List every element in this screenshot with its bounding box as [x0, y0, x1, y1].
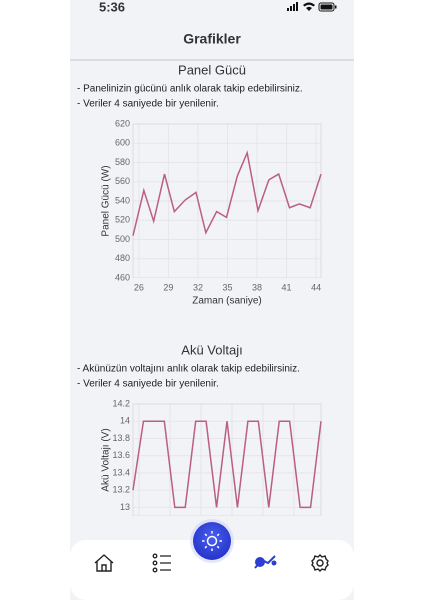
y-tick-label: 14.2	[112, 398, 130, 408]
y-tick-label: 13.4	[112, 467, 130, 477]
y-tick-label: 14	[120, 416, 130, 426]
status-icons	[287, 2, 337, 12]
nav-bar	[70, 540, 354, 600]
nav-list[interactable]	[152, 553, 171, 573]
chart-title: Panel Gücü	[178, 62, 246, 77]
chart: Akü Voltajı - Akünüzün voltajını anlık ol…	[77, 342, 322, 516]
x-tick-label: 29	[163, 282, 173, 292]
y-tick-label: 520	[115, 215, 130, 225]
app-background	[70, 0, 354, 600]
y-tick-label: 13	[120, 502, 130, 512]
x-tick-label: 44	[311, 282, 321, 292]
plot	[132, 123, 322, 278]
chart-title: Akü Voltajı	[181, 342, 242, 357]
y-tick-label: 13.8	[112, 433, 130, 443]
y-tick-label: 600	[115, 138, 130, 148]
charts: Panel Gücü - Panelinizin gücünü anlık ola…	[77, 62, 322, 516]
sun-icon	[202, 531, 222, 551]
x-tick-label: 41	[282, 282, 292, 292]
nav-home[interactable]	[94, 554, 114, 572]
y-tick-label: 560	[115, 176, 130, 186]
chart: Panel Gücü - Panelinizin gücünü anlık ola…	[77, 62, 322, 307]
y-axis-label: Akü Voltajı (V)	[101, 428, 112, 491]
y-tick-label: 620	[115, 118, 130, 128]
y-tick-label: 580	[115, 157, 130, 167]
note: - Veriler 4 saniyede bir yenilenir.	[77, 99, 219, 110]
y-tick-label: 460	[115, 272, 130, 282]
x-tick-label: 38	[252, 282, 262, 292]
nav-settings[interactable]	[311, 554, 329, 572]
status-time: 5:36	[99, 0, 125, 14]
y-tick-label: 500	[115, 234, 130, 244]
y-tick-label: 13.6	[112, 450, 130, 460]
note: - Akünüzün voltajını anlık olarak takip …	[77, 364, 300, 375]
note: - Veriler 4 saniyede bir yenilenir.	[77, 379, 219, 390]
x-tick-label: 35	[222, 282, 232, 292]
x-axis-label: Zaman (saniye)	[192, 296, 261, 307]
x-tick-label: 32	[193, 282, 203, 292]
nav-center-button[interactable]	[193, 522, 231, 560]
plot	[132, 403, 322, 516]
y-tick-label: 540	[115, 195, 130, 205]
line-series	[132, 420, 322, 509]
plot-frame	[132, 123, 322, 278]
plot-frame	[132, 403, 322, 516]
bottom-nav	[70, 519, 354, 600]
y-tick-label: 480	[115, 253, 130, 263]
note: - Panelinizin gücünü anlık olarak takip …	[77, 84, 303, 95]
y-axis-label: Panel Gücü (W)	[101, 165, 112, 236]
x-tick-label: 26	[134, 282, 144, 292]
header-title: Grafikler	[183, 31, 241, 47]
line-series	[132, 150, 322, 236]
header-divider	[70, 59, 354, 61]
y-tick-label: 13.2	[112, 485, 130, 495]
nav-charts[interactable]	[254, 555, 277, 569]
